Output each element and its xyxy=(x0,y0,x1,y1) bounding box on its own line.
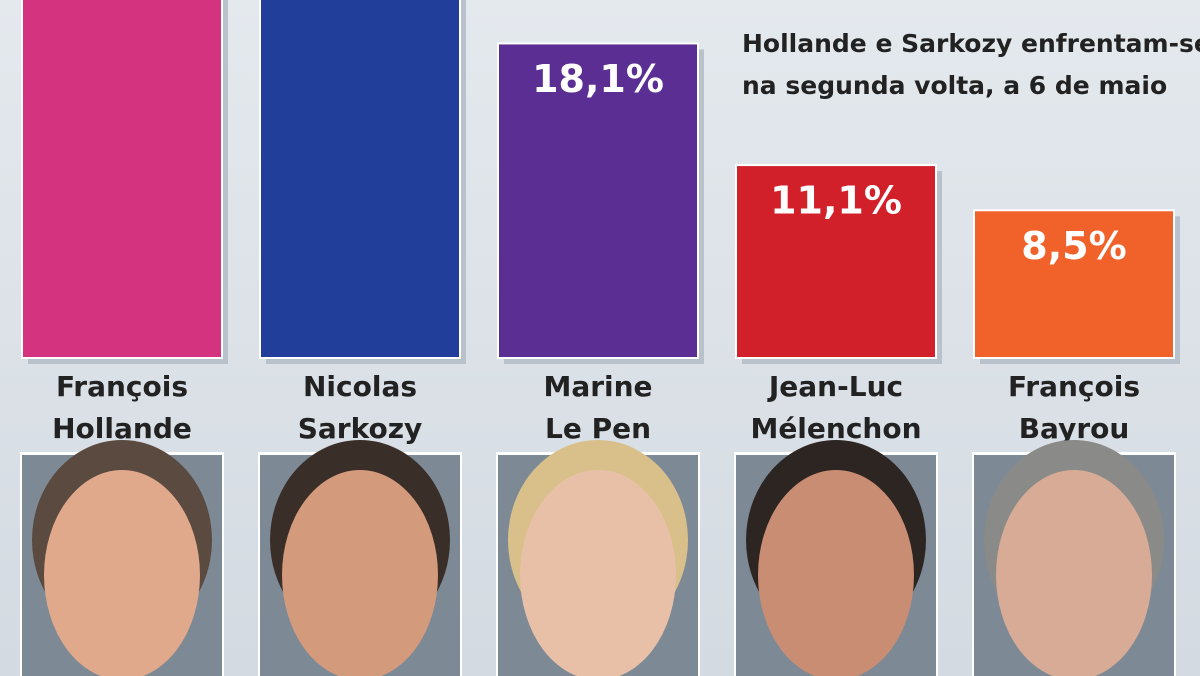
bar xyxy=(497,42,699,360)
value-label: 8,5% xyxy=(1021,224,1126,268)
value-label: 11,1% xyxy=(770,179,902,223)
category-label: Nicolas Sarkozy xyxy=(298,370,423,445)
category-label: Jean-Luc Mélenchon xyxy=(750,370,921,445)
photo-face xyxy=(758,470,914,676)
bar xyxy=(973,209,1175,359)
photo-face xyxy=(520,470,676,676)
value-label: 18,1% xyxy=(532,57,664,101)
annotation: Hollande e Sarkozy enfrentam-se xyxy=(742,29,1200,58)
annotation: na segunda volta, a 6 de maio xyxy=(742,71,1167,100)
category-label: François Hollande xyxy=(52,370,192,445)
photo-face xyxy=(282,470,438,676)
bar xyxy=(259,0,461,360)
category-label: François Bayrou xyxy=(1008,370,1140,445)
bar xyxy=(735,164,937,359)
photo-face xyxy=(44,470,200,676)
category-label: Marine Le Pen xyxy=(543,370,652,445)
photo-face xyxy=(996,470,1152,676)
bar xyxy=(21,0,223,359)
